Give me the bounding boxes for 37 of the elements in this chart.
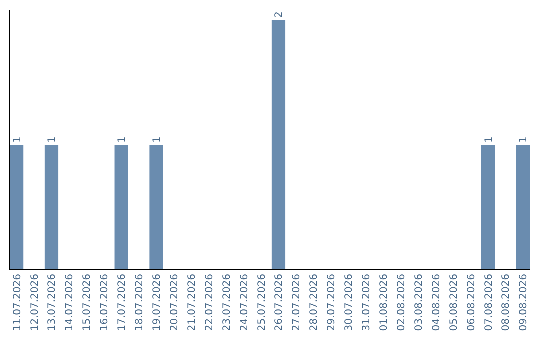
x-tick-label: 03.08.2026: [414, 274, 425, 332]
x-tick-label: 15.07.2026: [82, 274, 94, 332]
x-tick-label: 14.07.2026: [64, 274, 76, 332]
x-tick-label: 23.07.2026: [222, 274, 233, 332]
data-label: 1: [117, 136, 128, 143]
x-tick-label: 02.08.2026: [396, 274, 408, 332]
data-label: 2: [274, 12, 286, 18]
x-tick-label: 19.07.2026: [152, 274, 163, 332]
x-tick-label: 01.08.2026: [379, 274, 390, 332]
x-tick-label: 08.08.2026: [501, 274, 512, 332]
data-label: 1: [152, 136, 163, 143]
x-tick-label: 22.07.2026: [204, 274, 216, 332]
x-tick-label: 18.07.2026: [134, 274, 146, 332]
x-tick-label: 30.07.2026: [344, 274, 356, 332]
data-label: 1: [47, 136, 58, 143]
x-tick-label: 12.07.2026: [30, 274, 41, 332]
x-tick-label: 07.08.2026: [484, 274, 495, 332]
data-label: 1: [518, 136, 530, 143]
x-tick-label: 04.08.2026: [431, 274, 442, 332]
x-tick-label: 24.07.2026: [239, 274, 250, 332]
x-tick-label: 20.07.2026: [169, 274, 180, 332]
x-tick-label: 21.07.2026: [186, 274, 198, 332]
x-tick-label: 17.07.2026: [117, 274, 128, 332]
x-tick-label: 09.08.2026: [518, 274, 530, 332]
x-tick-label: 26.07.2026: [274, 274, 286, 332]
x-tick-label: 11.07.2026: [12, 274, 24, 332]
x-tick-label: 28.07.2026: [309, 274, 320, 332]
x-tick-label: 13.07.2026: [47, 274, 58, 332]
x-tick-label: 16.07.2026: [100, 274, 111, 332]
data-label: 1: [484, 136, 495, 143]
x-tick-label: 06.08.2026: [466, 274, 478, 332]
x-tick-label: 27.07.2026: [292, 274, 303, 332]
x-tick-label: 25.07.2026: [256, 274, 268, 332]
x-tick-label: 05.08.2026: [448, 274, 460, 332]
x-tick-label: 31.07.2026: [362, 274, 373, 332]
data-label: 1: [12, 136, 24, 143]
x-tick-label: 29.07.2026: [326, 274, 338, 332]
